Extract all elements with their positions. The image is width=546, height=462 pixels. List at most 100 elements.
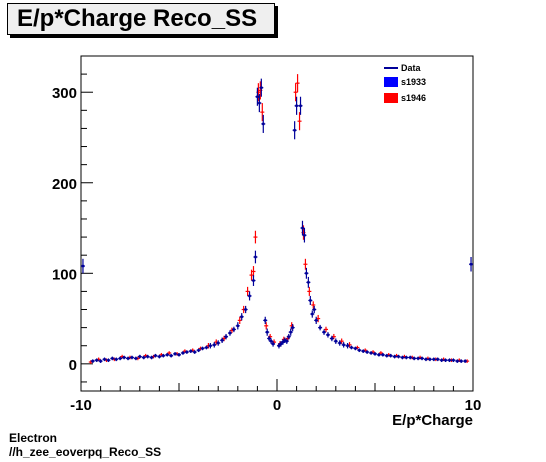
data-point <box>294 96 299 115</box>
x-tick-label: 0 <box>273 397 281 414</box>
data-point <box>245 286 250 296</box>
data-point <box>284 338 289 344</box>
legend-swatch-s1946 <box>384 93 398 103</box>
axis-ticks <box>80 55 474 391</box>
data-point <box>361 349 366 353</box>
data-point <box>298 96 303 115</box>
data-point <box>264 322 269 330</box>
data-point <box>312 305 317 314</box>
data-point <box>243 305 248 314</box>
legend: Data s1933 s1946 <box>384 63 426 103</box>
data-point <box>303 258 308 270</box>
footer-histogram-path: //h_zee_eoverpq_Reco_SS <box>9 445 162 459</box>
data-point <box>404 355 409 360</box>
data-point <box>149 355 154 360</box>
data-point <box>376 352 381 357</box>
data-point <box>153 353 158 358</box>
legend-label-s1933: s1933 <box>401 77 426 87</box>
data-point <box>373 352 377 356</box>
data-point <box>253 230 258 244</box>
data-point <box>451 358 456 363</box>
data-point <box>349 345 354 350</box>
data-point <box>161 353 166 358</box>
data-point <box>200 346 205 351</box>
data-point <box>384 353 389 358</box>
data-point <box>208 343 213 349</box>
y-tick-labels: 0 100 200 300 <box>52 85 77 374</box>
data-point <box>265 328 270 336</box>
data-point <box>235 322 240 330</box>
data-point <box>308 295 313 305</box>
data-point <box>133 356 138 361</box>
data-point <box>435 357 440 362</box>
data-point <box>271 341 276 347</box>
data-point <box>251 275 256 286</box>
data-point <box>247 291 252 301</box>
y-tick-label: 200 <box>52 176 77 193</box>
legend-label-s1946: s1946 <box>401 93 426 103</box>
data-point <box>260 103 265 122</box>
data-point <box>137 354 142 359</box>
y-tick-label: 300 <box>52 85 77 102</box>
data-point <box>408 355 413 360</box>
y-tick-label: 100 <box>52 266 77 283</box>
chart-plot: 0 100 200 300 -10 0 10 E/p*Charge Data s1933 … <box>52 55 481 429</box>
data-point <box>212 342 217 348</box>
data-point <box>378 351 383 355</box>
footer-label-electron: Electron <box>9 431 58 445</box>
data-point <box>261 114 266 133</box>
data-point <box>167 351 172 355</box>
data-point <box>224 333 229 340</box>
data-point <box>98 359 103 363</box>
x-tick-label: 10 <box>465 397 482 414</box>
data-point <box>306 276 311 288</box>
data-point <box>118 356 123 361</box>
series-s1933 <box>80 78 474 363</box>
data-point <box>188 349 193 353</box>
data-point <box>263 316 268 324</box>
x-tick-labels: -10 0 10 <box>70 397 481 414</box>
series-s1946 <box>88 74 470 364</box>
data-point <box>333 338 338 344</box>
footer: Electron //h_zee_eoverpq_Reco_SS <box>9 431 161 459</box>
data-point <box>353 346 358 351</box>
data-point <box>304 267 309 279</box>
data-point <box>455 359 460 363</box>
data-point <box>192 350 197 354</box>
data-point <box>110 356 115 361</box>
data-point <box>220 337 225 344</box>
data-point <box>307 286 312 296</box>
data-point <box>396 354 401 359</box>
data-point <box>463 359 468 363</box>
data-point <box>259 78 264 97</box>
data-point <box>388 353 393 358</box>
data-point <box>365 350 370 354</box>
data-point <box>253 250 258 264</box>
data-point <box>459 359 464 363</box>
data-point <box>94 358 99 363</box>
x-axis-label: E/p*Charge <box>392 412 473 429</box>
data-point <box>420 356 425 361</box>
data-point <box>293 83 298 102</box>
data-point <box>302 228 307 243</box>
data-point <box>300 220 305 236</box>
data-point <box>292 121 297 140</box>
y-tick-label: 0 <box>69 357 77 374</box>
legend-swatch-s1933 <box>384 77 398 87</box>
data-point <box>369 351 374 355</box>
data-point <box>257 94 262 113</box>
data-point <box>286 333 291 340</box>
data-point <box>431 357 436 362</box>
data-point <box>90 359 95 363</box>
data-point <box>239 313 244 321</box>
data-point <box>106 358 111 363</box>
data-point <box>141 355 146 360</box>
data-point <box>173 352 178 356</box>
data-point <box>423 357 428 362</box>
data-point <box>196 348 201 353</box>
data-point <box>311 301 316 309</box>
data-point <box>412 356 417 361</box>
data-point <box>392 354 397 359</box>
data-point <box>126 356 131 361</box>
data-point <box>380 352 385 357</box>
